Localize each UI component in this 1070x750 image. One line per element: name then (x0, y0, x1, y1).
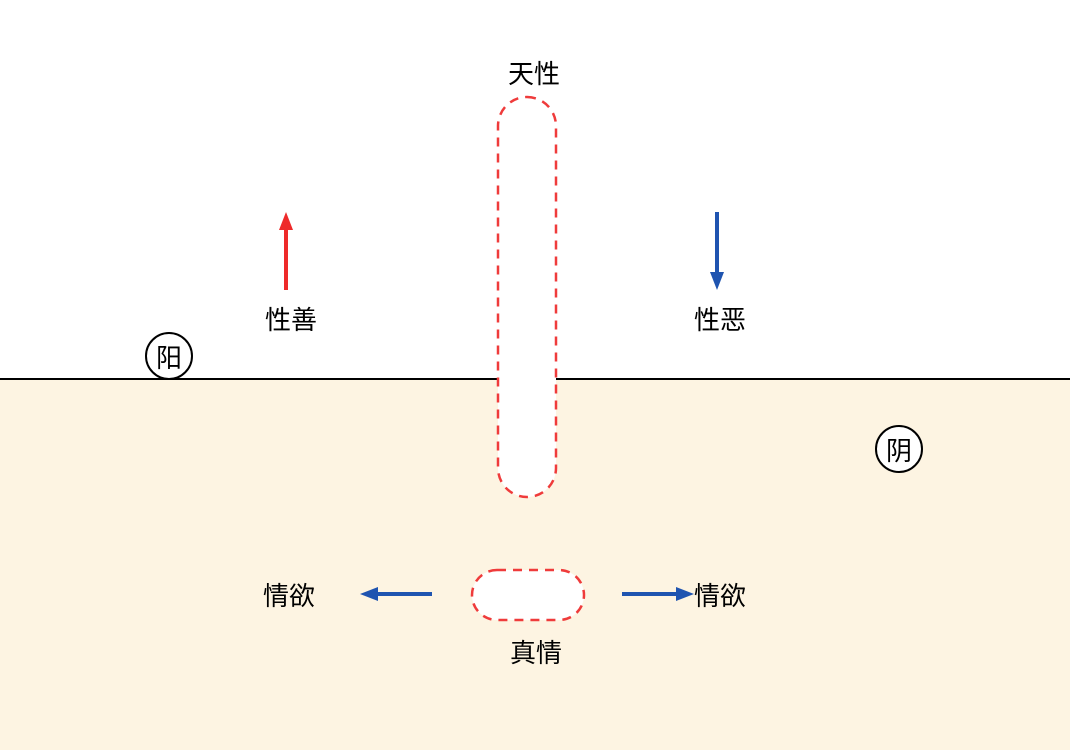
bottom-label: 真情 (510, 633, 562, 670)
yin-label: 阴 (886, 431, 912, 468)
horizontal-capsule (468, 566, 588, 624)
arrow-down-icon (701, 196, 733, 306)
yang-badge: 阳 (145, 332, 193, 380)
yin-badge: 阴 (875, 425, 923, 473)
left-lower-label: 情欲 (263, 576, 315, 613)
arrow-left-icon (344, 578, 448, 610)
yang-label: 阳 (156, 338, 182, 375)
arrow-right-icon (606, 578, 710, 610)
vertical-capsule (494, 93, 560, 501)
yin-yang-diagram: 阳 阴 天性 真情 性善 性恶 情欲 情欲 (0, 0, 1070, 750)
arrow-up-icon (270, 196, 302, 306)
top-label: 天性 (508, 54, 560, 91)
